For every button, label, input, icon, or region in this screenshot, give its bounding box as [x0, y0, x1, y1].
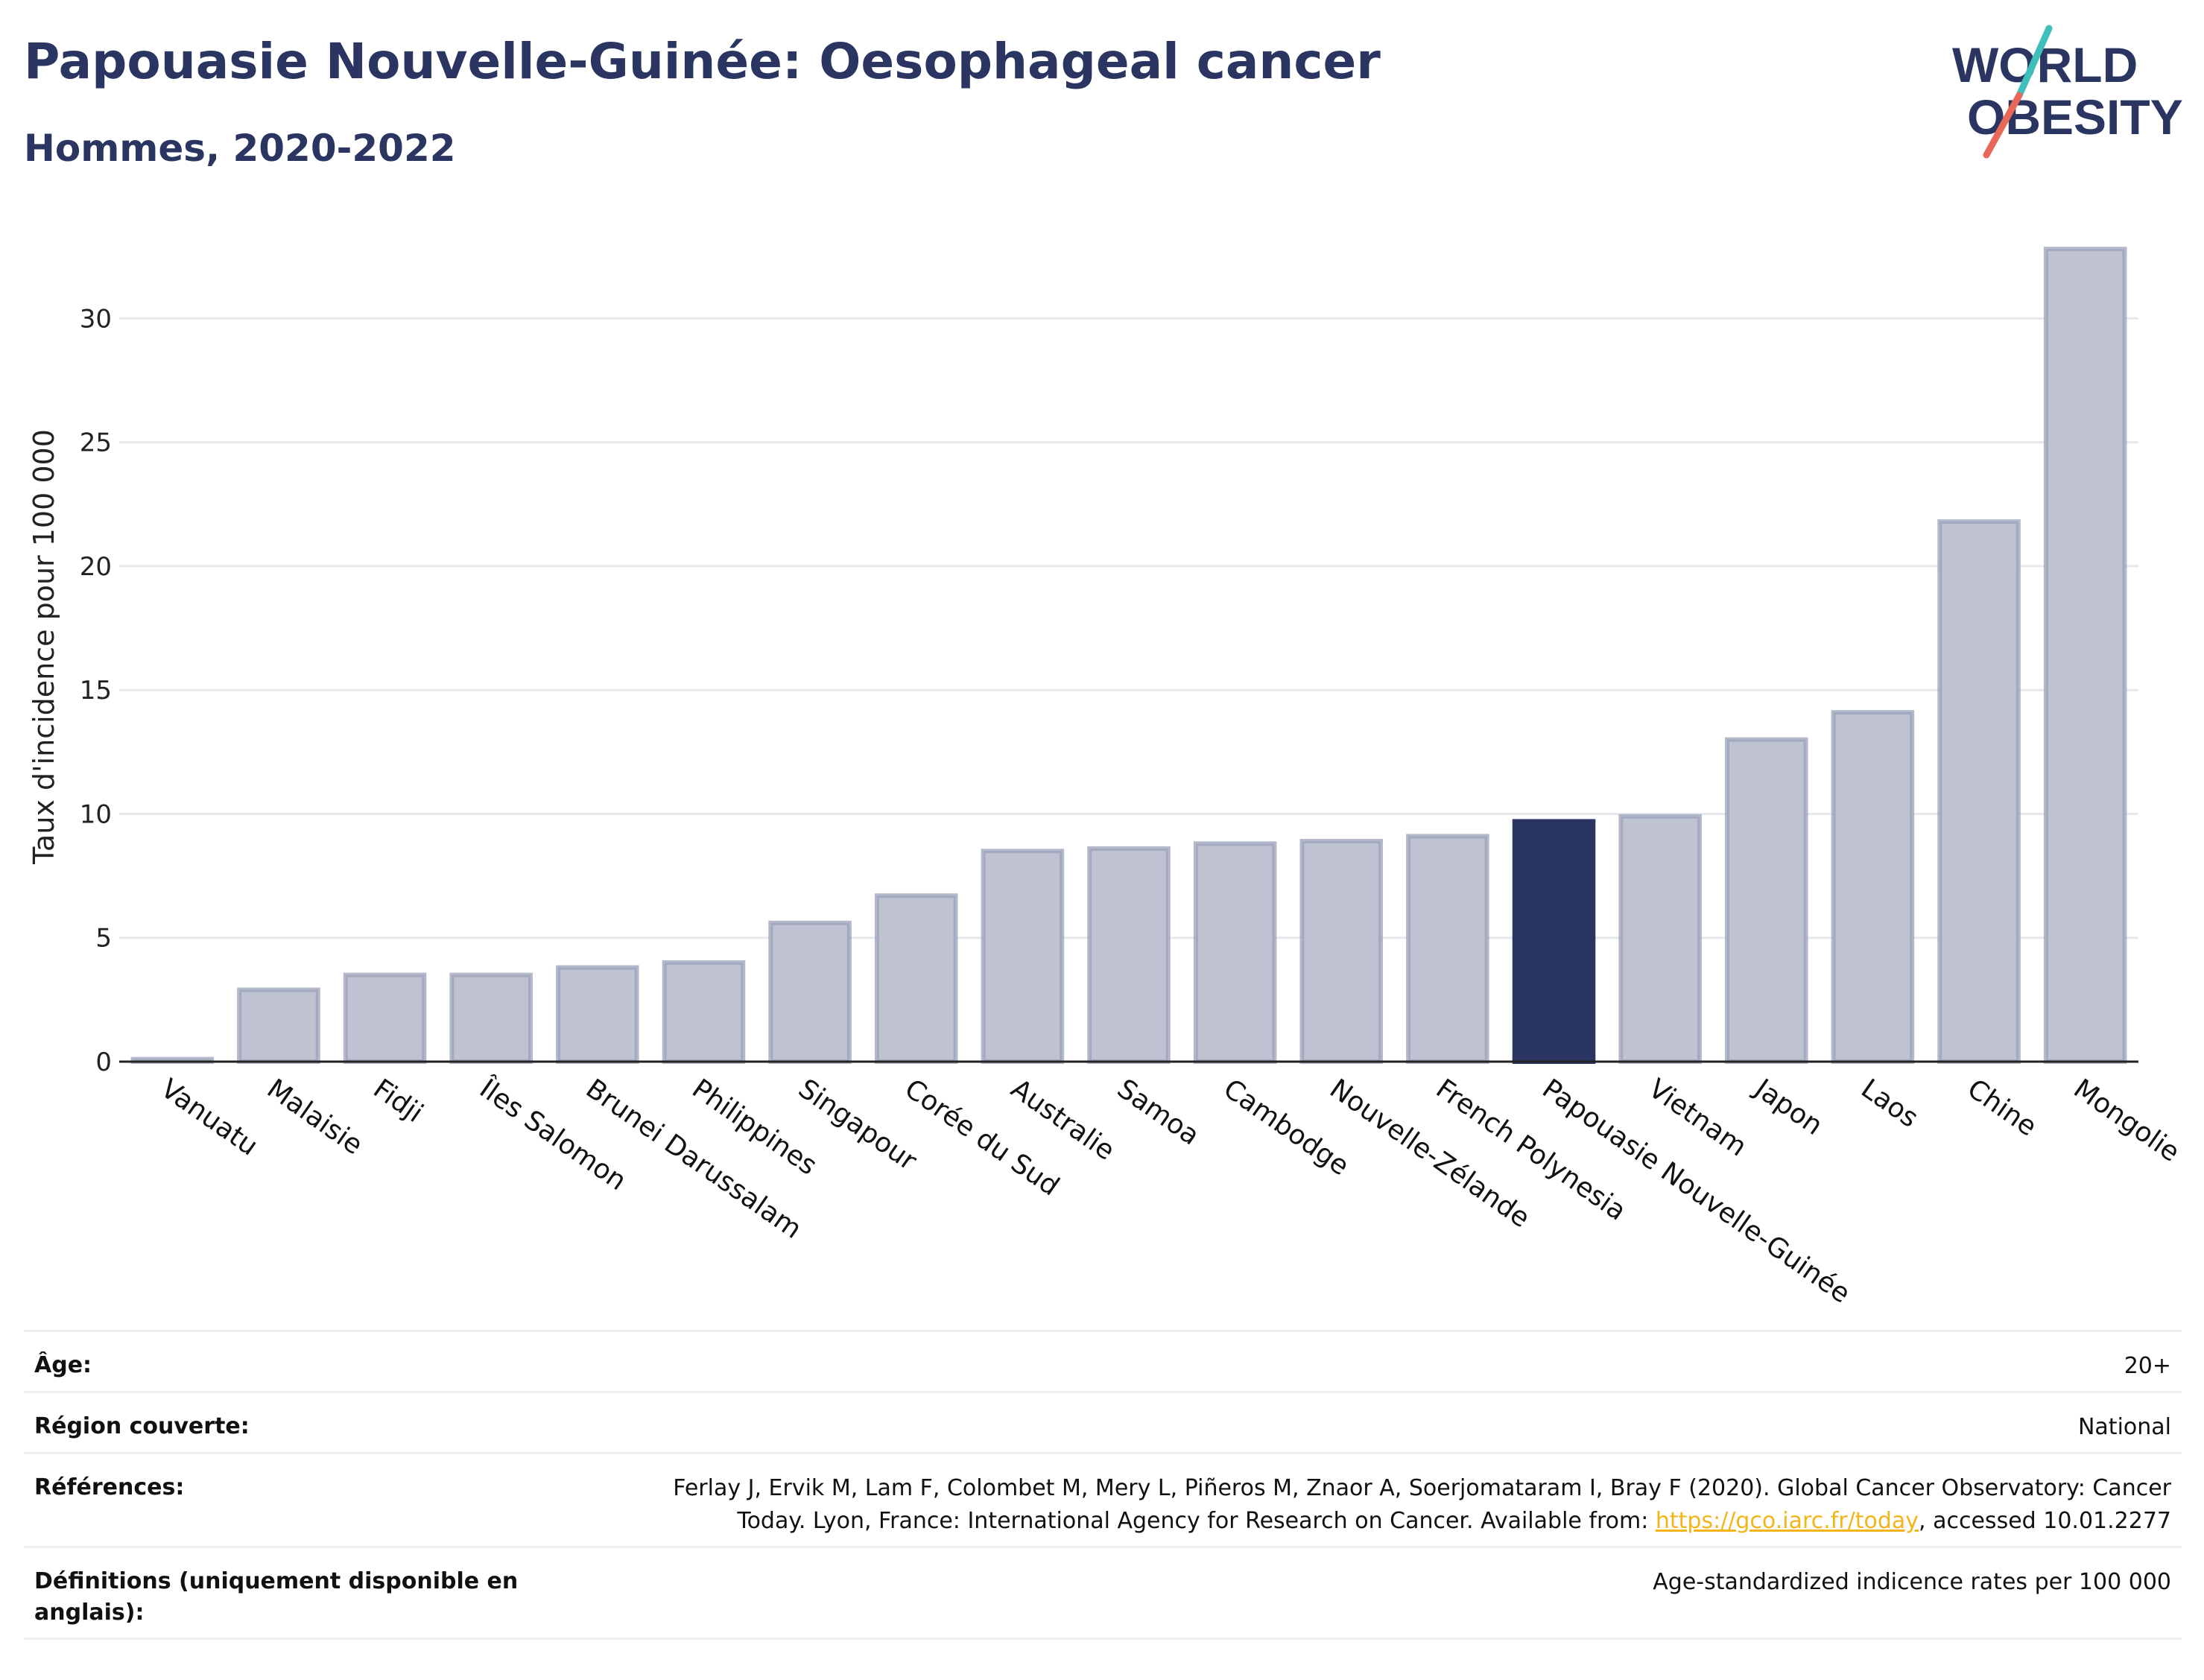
y-tick-label: 20: [80, 552, 112, 582]
bar: [768, 920, 852, 1064]
bar: [1299, 839, 1384, 1064]
x-tick-label: Laos: [1855, 1074, 1923, 1134]
world-obesity-logo: WORLD OBESITY: [1952, 25, 2183, 159]
y-tick-label: 10: [80, 799, 112, 829]
metadata-table: Âge: 20+ Région couverte: National Référ…: [24, 1330, 2182, 1640]
y-axis-label: Taux d'incidence pour 100 000: [28, 429, 60, 865]
meta-value-age: 20+: [2124, 1353, 2171, 1379]
x-tick-label: Nouvelle-Zélande: [1324, 1074, 1535, 1234]
bar: [449, 972, 533, 1064]
x-tick-label: Mongolie: [2068, 1074, 2185, 1168]
bar: [556, 965, 639, 1065]
y-tick-label: 15: [80, 676, 112, 706]
y-tick-label: 0: [95, 1047, 112, 1077]
bar: [874, 893, 958, 1064]
logo-slash-teal: [2015, 25, 2053, 99]
page-subtitle: Hommes, 2020-2022: [24, 127, 456, 170]
bar: [1725, 737, 1808, 1064]
y-tick-label: 25: [80, 428, 112, 458]
logo-text-world: WORLD: [1952, 37, 2138, 92]
meta-label-age: Âge:: [34, 1352, 92, 1378]
bar: [237, 987, 320, 1065]
meta-row-definitions: Définitions (uniquement disponible en an…: [24, 1546, 2182, 1640]
x-tick-label: Japon: [1748, 1073, 1828, 1141]
bar-chart: 0 5 10 15 20 25 30 Taux d'incidence pour 100 00…: [28, 247, 2185, 1310]
bar: [1618, 814, 1702, 1065]
x-tick-label: Malaisie: [262, 1074, 368, 1161]
reference-text-post: , accessed 10.01.2277: [1919, 1508, 2171, 1534]
bar: [1193, 841, 1277, 1065]
logo-slash-red: [1983, 92, 2023, 159]
meta-label-references: Références:: [34, 1474, 185, 1500]
x-tick-label: Vanuatu: [155, 1074, 263, 1162]
reference-text-pre: Today. Lyon, France: International Agenc…: [737, 1508, 1656, 1534]
reference-link[interactable]: https://gco.iarc.fr/today: [1655, 1508, 1919, 1534]
x-tick-label: French Polynesia: [1431, 1074, 1632, 1227]
logo-text-obesity: OBESITY: [1967, 89, 2183, 145]
bar: [1831, 710, 1915, 1064]
bar: [981, 849, 1065, 1064]
meta-label-definitions: Définitions (uniquement disponible en an…: [34, 1568, 519, 1626]
meta-value-region: National: [2077, 1414, 2171, 1440]
x-tick-label: Chine: [1962, 1074, 2042, 1143]
meta-value-references: Ferlay J, Ervik M, Lam F, Colombet M, Me…: [673, 1472, 2171, 1538]
page-title: Papouasie Nouvelle-Guinée: Oesophageal c…: [24, 33, 1381, 90]
meta-row-references: Références: Ferlay J, Ervik M, Lam F, Co…: [24, 1452, 2182, 1546]
bar: [1406, 834, 1489, 1064]
bar: [1937, 519, 2021, 1064]
meta-row-age: Âge: 20+: [24, 1330, 2182, 1391]
bar: [662, 960, 746, 1065]
bar: [1512, 819, 1596, 1065]
bar: [343, 972, 427, 1064]
reference-line-1: Ferlay J, Ervik M, Lam F, Colombet M, Me…: [673, 1475, 2171, 1501]
meta-row-region: Région couverte: National: [24, 1391, 2182, 1452]
meta-label-region: Région couverte:: [34, 1413, 250, 1439]
bar: [2043, 247, 2127, 1065]
y-tick-label: 30: [80, 304, 112, 334]
meta-value-definitions: Age-standardized indicence rates per 100…: [1653, 1569, 2171, 1595]
bar: [1087, 846, 1171, 1065]
y-tick-label: 5: [95, 924, 112, 954]
x-tick-label: Samoa: [1112, 1074, 1205, 1152]
x-tick-label: Fidji: [367, 1074, 428, 1129]
reference-line-2: Today. Lyon, France: International Agenc…: [673, 1505, 2171, 1538]
